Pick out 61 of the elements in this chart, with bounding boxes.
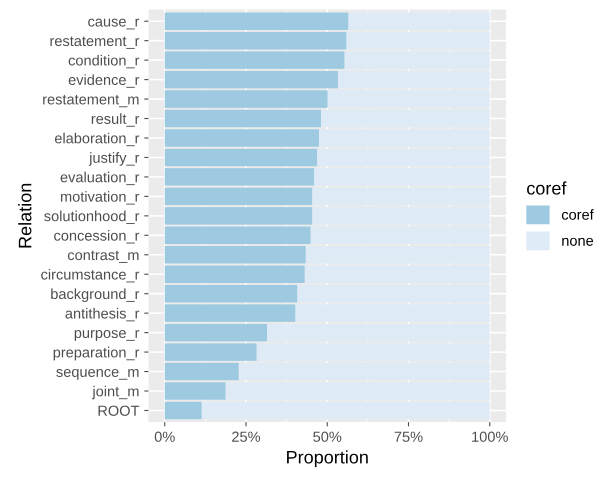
bar (297, 284, 490, 302)
x-tick-label: 25% (232, 432, 260, 442)
bar (346, 32, 490, 50)
y-tick-label: elaboration_r (54, 132, 140, 146)
bar (314, 168, 490, 186)
bar (312, 207, 490, 225)
y-tick-label: result_r (92, 113, 140, 127)
y-tick-label: purpose_r (74, 330, 140, 341)
bar (164, 51, 344, 69)
x-tick-label: 100% (472, 432, 508, 442)
y-tick-label: preparation_r (54, 346, 140, 360)
bar (164, 207, 312, 225)
bar (267, 324, 490, 342)
y-tick-label: antithesis_r (65, 308, 140, 322)
bar (164, 265, 305, 283)
y-tick-label: evaluation_r (60, 172, 140, 186)
x-tick-label: 50% (313, 432, 342, 442)
y-tick-label: evidence_r (68, 74, 140, 88)
y-tick-label: justify_r (88, 152, 140, 166)
legend-label: coref (562, 209, 594, 220)
y-tick-label: ROOT (98, 406, 140, 416)
y-tick-label: background_r (51, 288, 140, 302)
bar (164, 168, 314, 186)
y-tick-label: restatement_m (43, 94, 138, 108)
bar (164, 284, 298, 302)
y-tick-label: restatement_r (50, 36, 140, 49)
bar (164, 226, 311, 244)
bar (164, 304, 296, 322)
legend-title: coref (527, 181, 566, 195)
bar (304, 265, 490, 283)
bar (348, 12, 490, 30)
bar (164, 343, 257, 361)
x-tick-label: 75% (394, 432, 423, 442)
bar (338, 70, 490, 88)
y-tick-label: solutionhood_r (44, 210, 140, 224)
bar (295, 304, 490, 322)
y-tick-label: contrast_m (68, 250, 138, 263)
y-tick-label: motivation_r (60, 191, 140, 205)
x-tick-label: 0% (154, 432, 175, 442)
y-axis-title: Relation (18, 184, 32, 248)
bar (164, 188, 312, 206)
bar (164, 70, 338, 88)
bar (312, 188, 490, 206)
bar (306, 246, 490, 264)
bar (344, 51, 490, 69)
y-tick-label: sequence_m (56, 368, 138, 380)
y-tick-label: cause_r (88, 18, 140, 30)
x-axis-title: Proportion (287, 450, 368, 468)
y-tick-label: concession_r (54, 230, 140, 244)
bar (310, 226, 490, 244)
y-tick-label: circumstance_r (41, 268, 140, 282)
bar (164, 324, 268, 342)
bar (164, 90, 328, 108)
bar (164, 246, 306, 264)
y-tick-label: condition_r (68, 54, 140, 68)
y-tick-label: joint_m (92, 386, 138, 400)
bar (164, 12, 348, 30)
bar (164, 32, 346, 50)
legend-label: none (562, 238, 594, 246)
bar (256, 343, 490, 361)
bar (328, 90, 490, 108)
